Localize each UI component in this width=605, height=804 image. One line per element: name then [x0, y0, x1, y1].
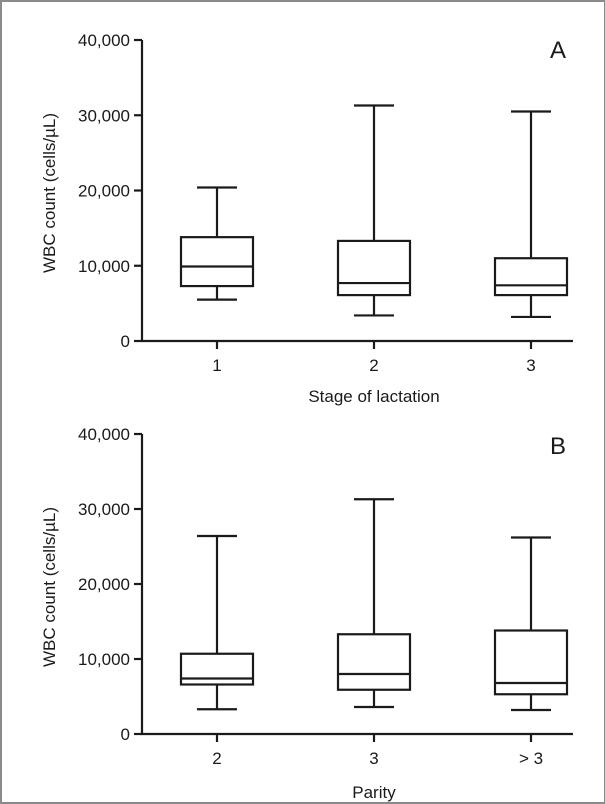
iqr-box: [336, 633, 412, 691]
y-tick-label: 10,000: [78, 257, 130, 276]
y-tick-label: 40,000: [78, 425, 130, 444]
panel-label-a: A: [550, 37, 566, 64]
panel-b: B WBC count (cells/µL) Parity 0 10,000 20,…: [40, 425, 573, 802]
iqr-box: [336, 239, 412, 297]
iqr-box: [493, 629, 569, 696]
x-tick-label: 3: [369, 749, 378, 768]
x-tick-label: 2: [212, 749, 221, 768]
panel-label-b: B: [550, 433, 566, 460]
plot-area-b: 0 10,000 20,000 30,000 40,000 2 3 > 3: [78, 425, 573, 768]
y-tick-label: 30,000: [78, 106, 130, 125]
x-tick-label: 2: [369, 356, 378, 375]
y-tick-label: 40,000: [78, 31, 130, 50]
y-axis-label-a: WBC count (cells/µL): [40, 113, 59, 273]
y-tick-label: 0: [121, 725, 130, 744]
iqr-box: [493, 257, 569, 297]
x-tick-label: 3: [526, 356, 535, 375]
x-tick-label: 1: [212, 356, 221, 375]
y-tick-label: 10,000: [78, 650, 130, 669]
iqr-box: [179, 236, 255, 288]
x-axis-label-a: Stage of lactation: [308, 387, 439, 406]
y-tick-label: 0: [121, 332, 130, 351]
x-axis-label-b: Parity: [352, 783, 396, 802]
iqr-box: [179, 652, 255, 686]
y-axis-label-b: WBC count (cells/µL): [40, 507, 59, 667]
y-tick-label: 20,000: [78, 182, 130, 201]
y-tick-label: 20,000: [78, 575, 130, 594]
y-tick-label: 30,000: [78, 500, 130, 519]
plot-area-a: 0 10,000 20,000 30,000 40,000 1 2 3: [78, 31, 573, 375]
panel-a: A WBC count (cells/µL) Stage of lactatio…: [40, 31, 573, 406]
x-tick-label: > 3: [519, 749, 543, 768]
